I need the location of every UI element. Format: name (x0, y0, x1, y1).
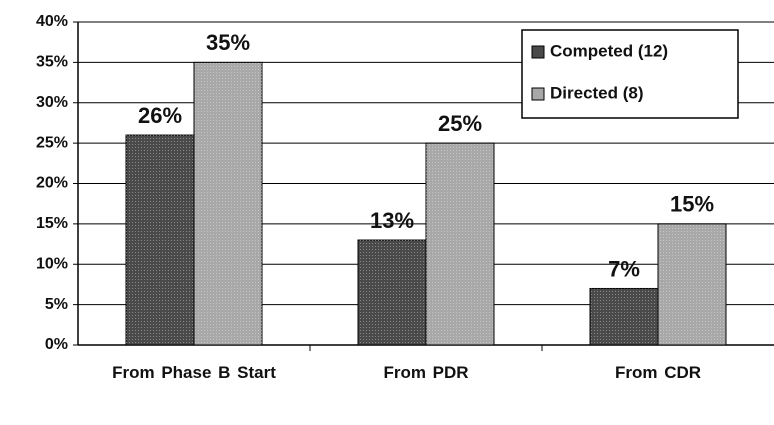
value-label: 35% (206, 30, 250, 55)
legend-box (521, 29, 739, 119)
value-label: 7% (608, 256, 640, 281)
y-tick-label: 15% (36, 215, 68, 232)
legend-swatch (531, 87, 545, 101)
bar-group (657, 223, 727, 346)
y-tick-label: 40% (36, 13, 68, 30)
legend-swatch (531, 45, 545, 59)
y-tick-label: 0% (45, 336, 68, 353)
legend-label: Competed (12) (550, 41, 668, 60)
bar-group (125, 134, 195, 346)
bar-group (357, 239, 427, 346)
bar-texture (194, 62, 262, 345)
bar-texture (358, 240, 426, 345)
bar-texture (126, 135, 194, 345)
y-tick-label: 30% (36, 94, 68, 111)
bar-texture (426, 143, 494, 345)
y-tick-label: 20% (36, 175, 68, 192)
value-label: 15% (670, 192, 714, 217)
legend-label: Directed (8) (550, 83, 644, 102)
value-label: 25% (438, 111, 482, 136)
bar-group (425, 142, 495, 346)
x-tick-label: From Phase B Start (112, 363, 276, 382)
bar-group (589, 287, 659, 346)
y-tick-label: 35% (36, 54, 68, 71)
y-tick-label: 25% (36, 134, 68, 151)
bar-texture (658, 223, 726, 345)
y-tick-label: 5% (45, 296, 68, 313)
value-label: 13% (370, 208, 414, 233)
value-label: 26% (138, 103, 182, 128)
x-tick-label: From PDR (383, 363, 469, 382)
y-tick-label: 10% (36, 255, 68, 272)
x-tick-label: From CDR (614, 363, 702, 382)
bar-texture (590, 288, 658, 345)
bar-group (193, 61, 263, 346)
